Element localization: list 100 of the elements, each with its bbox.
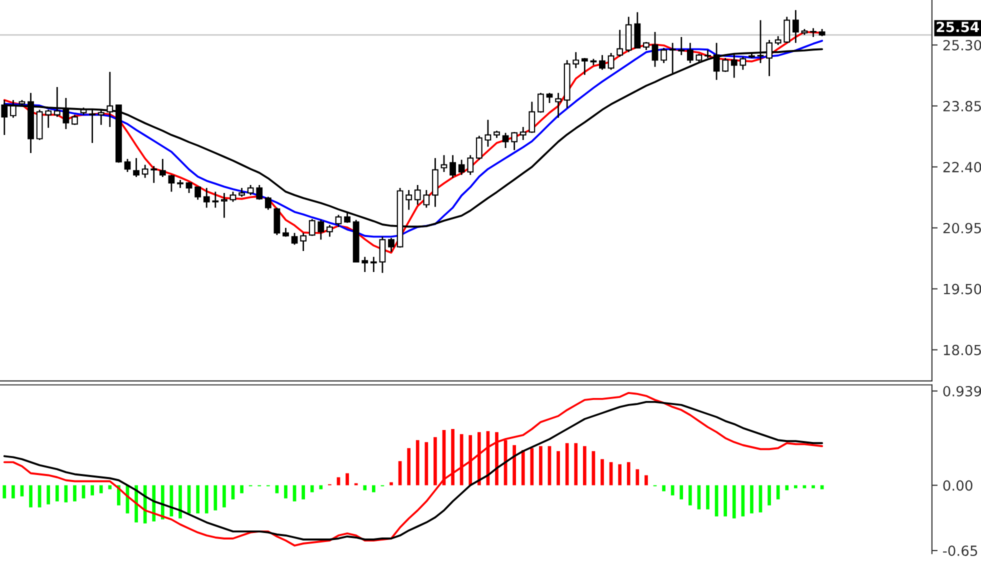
bar — [477, 432, 481, 486]
bar — [530, 448, 534, 486]
candlestick — [10, 99, 16, 118]
bar — [424, 442, 428, 486]
y-tick-label: 20.95 — [943, 222, 981, 234]
candlestick — [581, 57, 588, 76]
bar — [319, 485, 323, 490]
bar — [688, 485, 692, 506]
candlestick — [308, 218, 316, 237]
bar — [302, 485, 305, 500]
bar — [512, 445, 516, 486]
bar — [609, 462, 613, 486]
candlestick — [344, 212, 350, 224]
candlestick — [203, 187, 210, 208]
candlestick — [476, 135, 482, 160]
candlestick — [450, 154, 456, 179]
candlestick — [142, 164, 148, 179]
bar — [196, 485, 200, 514]
bar — [82, 485, 86, 498]
bar — [90, 485, 94, 496]
y-tick-label: 0.00 — [943, 480, 972, 491]
bar — [750, 485, 754, 514]
bar — [284, 485, 288, 498]
candlestick — [722, 57, 729, 73]
bar — [732, 485, 736, 518]
bar — [636, 469, 640, 486]
candlestick — [467, 154, 474, 176]
candlestick — [511, 131, 518, 151]
candlestick — [414, 184, 421, 206]
candlestick — [98, 109, 104, 126]
bar — [204, 485, 208, 514]
candlestick — [89, 109, 96, 144]
bar — [99, 485, 103, 494]
candlestick — [502, 132, 509, 149]
candlestick — [45, 109, 52, 129]
bar — [776, 485, 780, 500]
candlestick — [528, 101, 536, 134]
candlestick — [458, 159, 465, 176]
candlestick — [335, 214, 342, 228]
bar — [178, 485, 182, 518]
candlestick — [546, 92, 553, 104]
bar — [73, 485, 76, 502]
bar — [794, 485, 798, 488]
candlestick — [678, 36, 685, 56]
candlestick — [133, 157, 140, 178]
bar — [802, 485, 806, 488]
candlestick — [230, 191, 236, 203]
bar — [336, 477, 340, 486]
bar — [556, 451, 560, 486]
bar — [758, 485, 762, 512]
bar — [372, 485, 376, 492]
candlestick — [686, 42, 694, 64]
candlestick — [124, 158, 131, 173]
y-tick-label: 22.40 — [943, 162, 981, 172]
bar — [565, 443, 569, 486]
bar — [240, 485, 244, 494]
candlestick — [264, 196, 272, 210]
y-tick-label: 19.50 — [944, 284, 981, 294]
bar — [680, 485, 684, 500]
bar — [214, 485, 218, 510]
candlestick — [291, 232, 298, 246]
candlestick — [159, 158, 166, 178]
bar — [2, 485, 6, 498]
bar — [582, 446, 586, 486]
bar — [812, 485, 815, 488]
candlestick — [484, 119, 492, 148]
candlestick — [784, 16, 790, 44]
candlestick — [150, 165, 158, 184]
candlestick — [54, 86, 60, 118]
candlestick — [62, 97, 70, 130]
candlestick — [440, 154, 448, 173]
candlestick — [221, 192, 228, 218]
candlestick — [616, 29, 624, 58]
ref-line-label: 25.54 — [936, 22, 979, 32]
bar — [600, 459, 604, 486]
candlestick — [326, 224, 333, 238]
candlestick — [388, 237, 394, 253]
candlestick — [370, 256, 377, 273]
bar — [363, 485, 367, 490]
bar — [539, 446, 542, 486]
bar — [574, 443, 578, 486]
candlestick — [194, 186, 202, 200]
bar — [618, 464, 622, 486]
candlestick — [555, 92, 562, 118]
y-tick-label: -0.65 — [943, 546, 978, 556]
bar — [390, 482, 393, 486]
candlestick — [247, 184, 254, 196]
candlestick — [423, 189, 430, 208]
candlestick — [520, 126, 526, 141]
bar — [706, 485, 710, 510]
bar — [468, 435, 472, 486]
candlestick — [300, 232, 307, 252]
candlestick — [212, 191, 219, 208]
candlestick — [72, 114, 78, 126]
bar — [451, 429, 454, 486]
candlestick — [792, 9, 799, 44]
candlestick — [362, 256, 368, 273]
candlestick — [406, 189, 412, 210]
candlestick — [599, 54, 606, 70]
bar — [434, 437, 437, 486]
